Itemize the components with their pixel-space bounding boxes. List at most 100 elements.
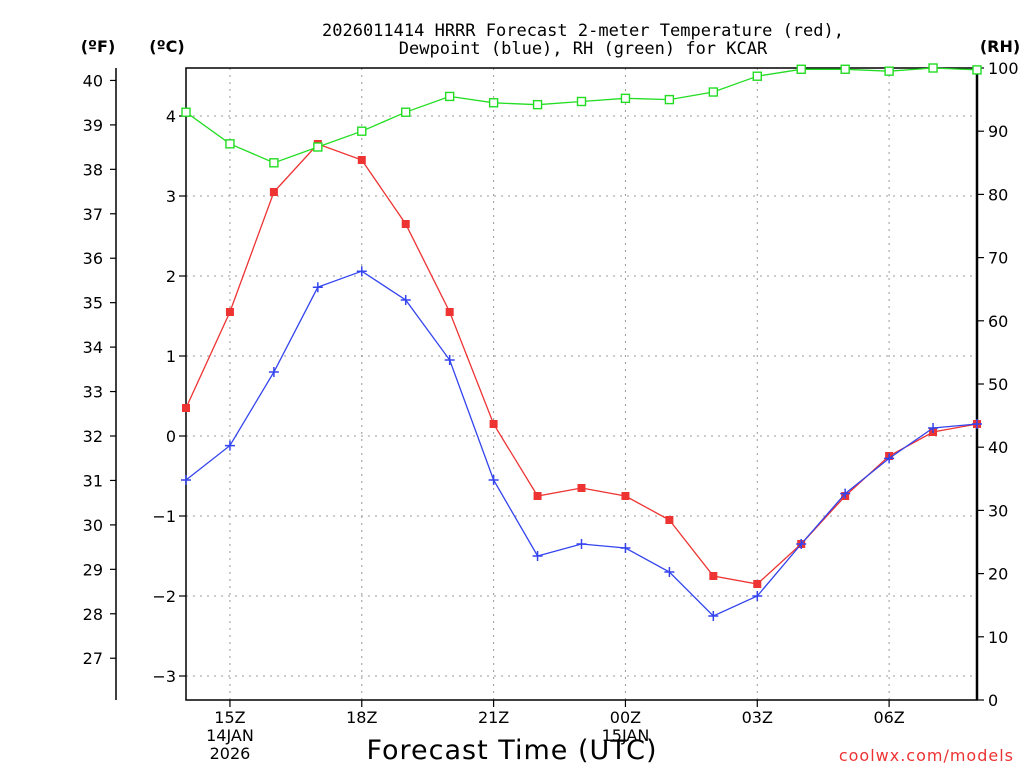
dewpoint-point: [224, 440, 235, 451]
rh-point: [269, 158, 279, 168]
temperature-point: [665, 516, 674, 524]
dewpoint-point: [356, 266, 367, 277]
dewpoint-point: [972, 419, 982, 429]
x-tick-label: 15Z: [214, 708, 245, 727]
rh-point: [972, 65, 982, 75]
temperature-point: [753, 580, 762, 588]
rh-point: [313, 142, 323, 152]
temperature-point: [445, 308, 454, 316]
dewpoint-point: [928, 423, 939, 433]
x-tick-label: 18Z: [346, 708, 377, 727]
rh-tick-label: 30: [988, 501, 1008, 520]
rh-point: [708, 87, 719, 97]
rh-point: [488, 98, 499, 108]
rh-tick-label: 40: [988, 438, 1008, 457]
temperature-point: [577, 484, 586, 492]
rh-point: [576, 96, 587, 107]
rh-tick-label: 20: [988, 565, 1008, 584]
rh-point: [796, 64, 806, 74]
fahrenheit-tick-label: 40: [83, 71, 103, 90]
temperature-point: [225, 308, 234, 316]
chart-title-line-2: Dewpoint (blue), RH (green) for KCAR: [399, 39, 768, 59]
x-tick-label: 03Z: [742, 708, 773, 727]
fahrenheit-unit-label: (ºF): [81, 37, 116, 56]
rh-tick-label: 80: [988, 185, 1008, 204]
fahrenheit-tick-label: 33: [83, 383, 103, 402]
temperature-point: [269, 188, 278, 196]
fahrenheit-tick-label: 35: [83, 294, 103, 313]
dewpoint-point: [181, 475, 191, 485]
temperature-point: [489, 420, 498, 428]
dewpoint-point: [444, 355, 455, 365]
x-tick-date-label: 14JAN: [206, 726, 254, 745]
rh-point: [357, 126, 367, 136]
fahrenheit-tick-label: 29: [83, 560, 103, 579]
fahrenheit-tick-label: 32: [83, 427, 103, 446]
fahrenheit-tick-label: 37: [83, 205, 103, 224]
rh-point: [225, 139, 235, 149]
temperature-point: [357, 156, 366, 164]
fahrenheit-tick-label: 31: [83, 471, 103, 490]
grid-lines: [186, 68, 977, 700]
dewpoint-point: [576, 539, 587, 549]
celsius-tick-label: −1: [152, 507, 176, 526]
temperature-point: [533, 492, 542, 500]
dewpoint-point: [268, 367, 279, 377]
fahrenheit-tick-label: 34: [83, 338, 103, 357]
celsius-tick-label: −3: [152, 667, 176, 686]
dewpoint-point: [400, 295, 411, 305]
rh-point: [532, 99, 543, 110]
rh-tick-label: 60: [988, 312, 1008, 331]
temperature-line: [185, 143, 978, 585]
celsius-tick-label: 4: [166, 107, 176, 126]
rh-point: [664, 94, 675, 105]
celsius-tick-label: 2: [166, 267, 176, 286]
x-tick-label: 00Z: [610, 708, 641, 727]
x-axis-title: Forecast Time (UTC): [366, 735, 657, 766]
celsius-tick-label: 3: [166, 187, 176, 206]
chart-title-line-1: 2026011414 HRRR Forecast 2-meter Tempera…: [322, 21, 844, 41]
dewpoint-point: [796, 539, 807, 549]
credit-text: coolwx.com/models: [839, 746, 1014, 765]
rh-point: [444, 91, 455, 102]
rh-tick-label: 10: [988, 628, 1008, 647]
rh-tick-label: 90: [988, 122, 1008, 141]
dewpoint-point: [620, 543, 631, 553]
temperature-point: [182, 404, 190, 412]
rh-point: [620, 93, 631, 104]
x-tick-date-label: 15JAN: [602, 726, 650, 745]
temperature-point: [401, 220, 410, 228]
rh-unit-label: (RH): [980, 37, 1020, 56]
dewpoint-point: [488, 475, 499, 485]
fahrenheit-tick-label: 39: [83, 116, 103, 135]
dewpoint-point: [664, 567, 675, 577]
dewpoint-point: [884, 453, 895, 464]
fahrenheit-tick-label: 27: [83, 649, 103, 668]
celsius-tick-label: −2: [152, 587, 176, 606]
rh-point: [401, 107, 411, 117]
temperature-point: [709, 572, 718, 580]
x-tick-label: 21Z: [478, 708, 509, 727]
plot-frame: [185, 67, 978, 701]
rh-tick-label: 70: [988, 249, 1008, 268]
rh-point: [752, 71, 762, 81]
dewpoint-point: [708, 611, 719, 621]
rh-tick-label: 100: [988, 59, 1019, 78]
celsius-tick-label: 1: [166, 347, 176, 366]
rh-point: [840, 64, 850, 74]
rh-point: [884, 66, 894, 76]
dewpoint-line: [185, 270, 978, 617]
fahrenheit-tick-label: 28: [83, 605, 103, 624]
celsius-tick-label: 0: [166, 427, 176, 446]
temperature-point: [621, 492, 630, 500]
dewpoint-point: [532, 551, 543, 561]
rh-point: [928, 63, 938, 73]
dewpoint-point: [752, 591, 763, 601]
dewpoint-point: [840, 488, 851, 499]
celsius-unit-label: (ºC): [149, 37, 184, 56]
fahrenheit-tick-label: 36: [83, 249, 103, 268]
x-tick-label: 06Z: [873, 708, 904, 727]
data-series: [181, 63, 982, 621]
axes: 2728293031323334353637383940−3−2−1012340…: [83, 59, 1019, 710]
